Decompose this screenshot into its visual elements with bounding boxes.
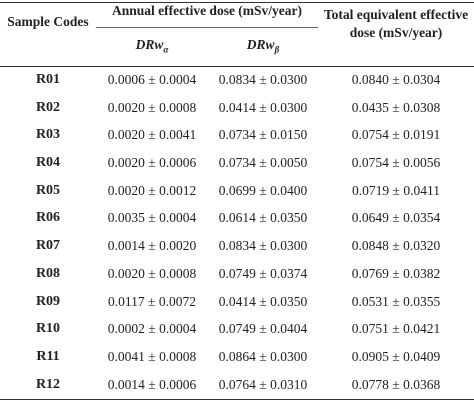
- total-dose-cell: 0.0435 ± 0.0308: [351, 99, 441, 115]
- annual-dose-header: Annual effective dose (mSv/year): [96, 3, 318, 19]
- annual-dose-subrule: [96, 27, 318, 28]
- total-dose-cell: 0.0840 ± 0.0304: [351, 72, 441, 87]
- drw-beta-cell: 0.0734 ± 0.0050: [218, 155, 308, 171]
- total-dose-header: Total equivalent effective dose (mSv/yea…: [318, 6, 474, 42]
- table-body: R01 0.0006 ± 0.0004 0.0834 ± 0.0300 0.0840 …: [0, 66, 474, 398]
- drw-beta-cell: 0.0749 ± 0.0374: [218, 265, 308, 281]
- table-row: R07 0.0014 ± 0.0020 0.0834 ± 0.0300 0.0848 …: [0, 232, 474, 260]
- table-row: R09 0.0117 ± 0.0072 0.0414 ± 0.0350 0.0531 …: [0, 288, 474, 316]
- drw-alpha-cell: 0.0020 ± 0.0012: [107, 182, 197, 198]
- table-row: R04 0.0020 ± 0.0006 0.0734 ± 0.0050 0.0754 …: [0, 149, 474, 177]
- total-dose-cell: 0.0848 ± 0.0320: [351, 238, 441, 254]
- drw-alpha-cell: 0.0041 ± 0.0008: [107, 348, 197, 364]
- table-bottom-rule: [0, 399, 474, 400]
- drw-alpha-cell: 0.0014 ± 0.0020: [107, 238, 197, 254]
- drw-beta-cell: 0.0734 ± 0.0150: [218, 127, 308, 143]
- header-bottom-rule: [0, 66, 474, 67]
- total-dose-cell: 0.0719 ± 0.0411: [352, 182, 440, 198]
- total-dose-header-line1: Total equivalent effective: [323, 7, 469, 22]
- drw-beta-cell: 0.0414 ± 0.0350: [218, 293, 308, 309]
- sample-code-cell: R02: [35, 99, 61, 115]
- table-row: R08 0.0020 ± 0.0008 0.0749 ± 0.0374 0.0769 …: [0, 260, 474, 288]
- sample-codes-header: Sample Codes: [0, 14, 96, 30]
- sample-code-cell: R03: [35, 127, 61, 143]
- drw-beta-cell: 0.0764 ± 0.0310: [218, 376, 308, 392]
- drw-beta-cell: 0.0414 ± 0.0300: [218, 99, 308, 115]
- table-row: R03 0.0020 ± 0.0041 0.0734 ± 0.0150 0.0754 …: [0, 121, 474, 149]
- drw-alpha-header: DRwα: [96, 37, 208, 55]
- sample-code-cell: R11: [36, 348, 60, 364]
- drw-alpha-cell: 0.0014 ± 0.0006: [107, 376, 197, 392]
- table-row: R06 0.0035 ± 0.0004 0.0614 ± 0.0350 0.0649 …: [0, 204, 474, 232]
- drw-alpha-cell: 0.0035 ± 0.0004: [107, 210, 197, 226]
- drw-beta-cell: 0.0864 ± 0.0300: [218, 348, 308, 364]
- drw-beta-cell: 0.0699 ± 0.0400: [218, 182, 308, 198]
- drw-beta-cell: 0.0834 ± 0.0300: [218, 72, 308, 87]
- drw-alpha-cell: 0.0020 ± 0.0008: [107, 265, 197, 281]
- total-dose-cell: 0.0531 ± 0.0355: [351, 293, 441, 309]
- drw-alpha-cell: 0.0002 ± 0.0004: [107, 321, 197, 337]
- table-top-rule: [0, 2, 474, 3]
- total-dose-header-line2: dose (mSv/year): [349, 25, 443, 40]
- drw-alpha-cell: 0.0117 ± 0.0072: [108, 293, 196, 309]
- drw-beta-cell: 0.0834 ± 0.0300: [218, 238, 308, 254]
- total-dose-cell: 0.0751 ± 0.0421: [351, 321, 441, 337]
- sample-code-cell: R01: [35, 72, 61, 87]
- sample-code-cell: R07: [35, 238, 61, 254]
- table-row: R02 0.0020 ± 0.0008 0.0414 ± 0.0300 0.0435 …: [0, 94, 474, 122]
- total-dose-cell: 0.0754 ± 0.0191: [351, 127, 441, 143]
- drw-beta-cell: 0.0614 ± 0.0350: [218, 210, 308, 226]
- sample-codes-header-text: Sample Codes: [7, 14, 89, 29]
- annual-dose-header-text: Annual effective dose (mSv/year): [111, 3, 303, 18]
- table-row: R10 0.0002 ± 0.0004 0.0749 ± 0.0404 0.0751 …: [0, 315, 474, 343]
- sample-code-cell: R12: [35, 376, 61, 392]
- sample-code-cell: R10: [35, 321, 61, 337]
- sample-code-cell: R05: [35, 182, 61, 198]
- total-dose-cell: 0.0649 ± 0.0354: [351, 210, 441, 226]
- drw-alpha-subscript: α: [163, 44, 169, 55]
- total-dose-cell: 0.0905 ± 0.0409: [351, 348, 441, 364]
- drw-beta-base: DRw: [246, 37, 275, 52]
- total-dose-cell: 0.0769 ± 0.0382: [351, 265, 441, 281]
- table-row: R12 0.0014 ± 0.0006 0.0764 ± 0.0310 0.0778 …: [0, 371, 474, 399]
- total-dose-cell: 0.0754 ± 0.0056: [351, 155, 441, 171]
- drw-alpha-cell: 0.0020 ± 0.0041: [107, 127, 197, 143]
- drw-alpha-base: DRw: [135, 37, 164, 52]
- table-row: R11 0.0041 ± 0.0008 0.0864 ± 0.0300 0.0905 …: [0, 343, 474, 371]
- table-row: R05 0.0020 ± 0.0012 0.0699 ± 0.0400 0.0719 …: [0, 177, 474, 205]
- sample-code-cell: R04: [35, 155, 61, 171]
- drw-alpha-cell: 0.0006 ± 0.0004: [107, 72, 197, 87]
- table-row: R01 0.0006 ± 0.0004 0.0834 ± 0.0300 0.0840 …: [0, 66, 474, 94]
- drw-beta-subscript: β: [274, 44, 280, 55]
- drw-beta-cell: 0.0749 ± 0.0404: [218, 321, 308, 337]
- drw-alpha-cell: 0.0020 ± 0.0008: [107, 99, 197, 115]
- sample-code-cell: R09: [35, 293, 61, 309]
- drw-alpha-cell: 0.0020 ± 0.0006: [107, 155, 197, 171]
- sample-code-cell: R08: [35, 265, 61, 281]
- sample-code-cell: R06: [35, 210, 61, 226]
- drw-beta-header: DRwβ: [208, 37, 318, 55]
- total-dose-cell: 0.0778 ± 0.0368: [351, 376, 441, 392]
